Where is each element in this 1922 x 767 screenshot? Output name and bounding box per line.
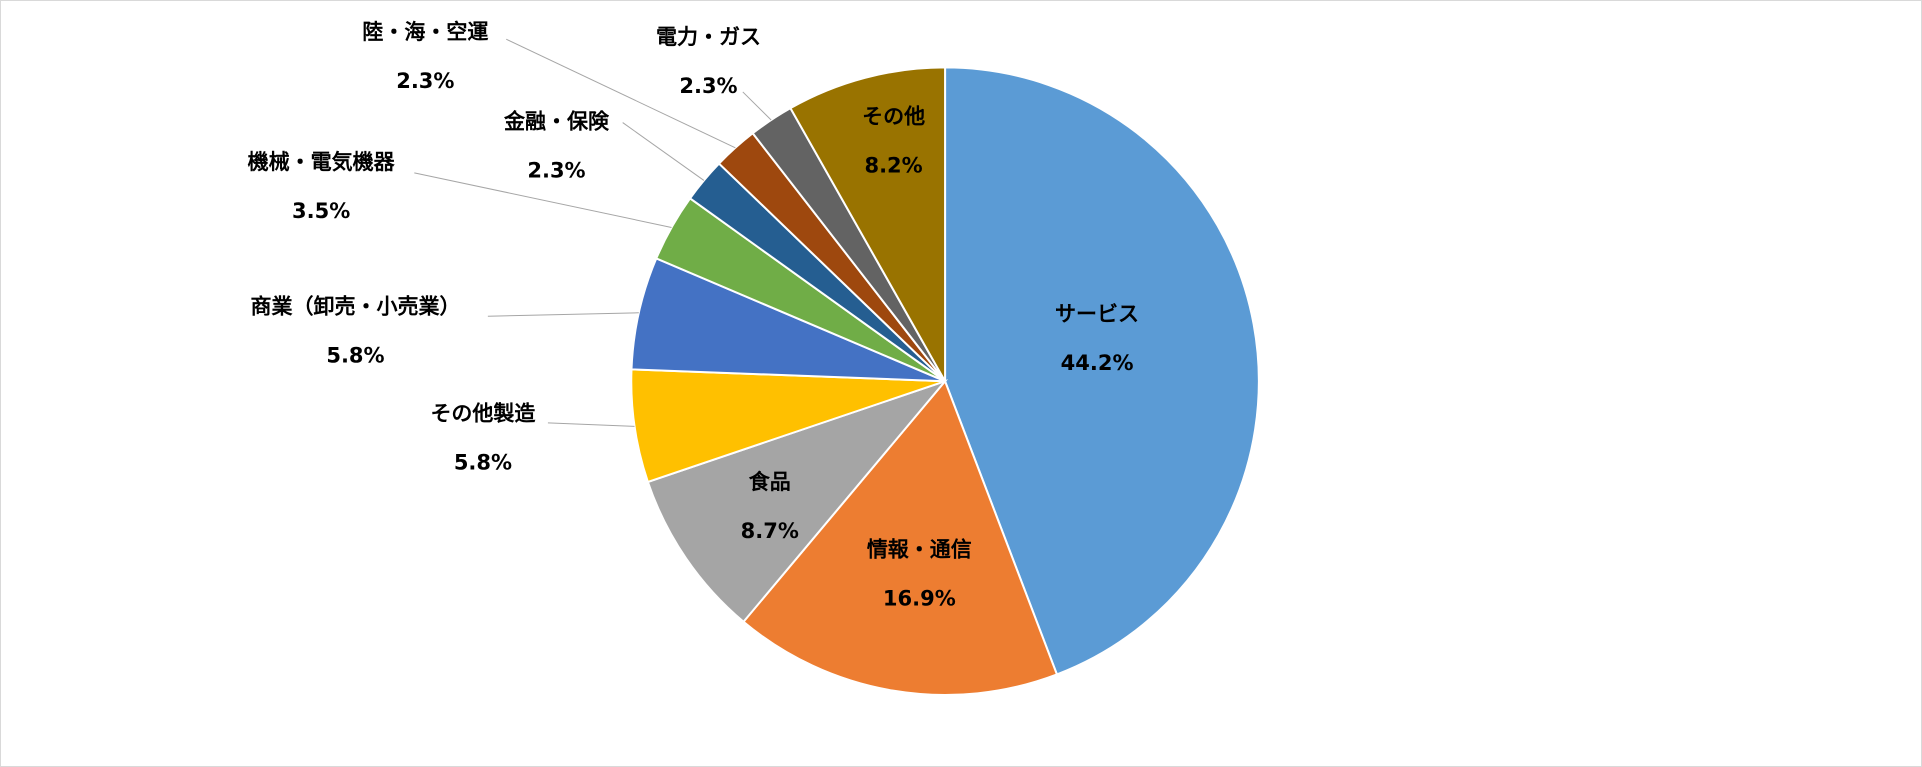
slice-value-label: 3.5%	[292, 199, 350, 223]
pie-slice	[944, 66, 1260, 676]
slice-value-label: 5.8%	[326, 344, 384, 368]
slice-value-label: 5.8%	[454, 450, 512, 474]
slice-category-label: 電力・ガス	[656, 25, 761, 49]
slice-category-label: サービス	[1055, 302, 1139, 326]
slice-value-label: 2.3%	[527, 159, 585, 183]
slice-category-label: その他製造	[430, 401, 536, 425]
leader-line	[487, 312, 639, 317]
leader-line	[506, 38, 736, 149]
slice-category-label: 陸・海・空運	[362, 20, 488, 44]
slice-value-label: 8.2%	[864, 154, 922, 178]
slice-category-label: 機械・電気機器	[248, 150, 396, 174]
slice-category-label: 情報・通信	[867, 537, 972, 561]
pie-slice	[742, 379, 1059, 697]
pie-slice	[789, 66, 947, 386]
leader-line	[622, 122, 705, 181]
leader-line	[742, 91, 772, 121]
slice-value-label: 16.9%	[883, 586, 956, 610]
slice-value-label: 2.3%	[679, 74, 737, 98]
leader-line	[414, 172, 672, 228]
pie-slice	[646, 379, 949, 624]
leader-line	[547, 422, 635, 427]
slice-category-label: 商業（卸売・小売業）	[250, 295, 460, 319]
slice-category-label: その他	[862, 105, 925, 129]
slice-category-label: 金融・保険	[503, 110, 610, 134]
slice-value-label: 44.2%	[1061, 351, 1134, 375]
slice-value-label: 2.3%	[396, 69, 454, 93]
slice-value-label: 8.7%	[741, 519, 799, 543]
slice-category-label: 食品	[749, 470, 791, 494]
